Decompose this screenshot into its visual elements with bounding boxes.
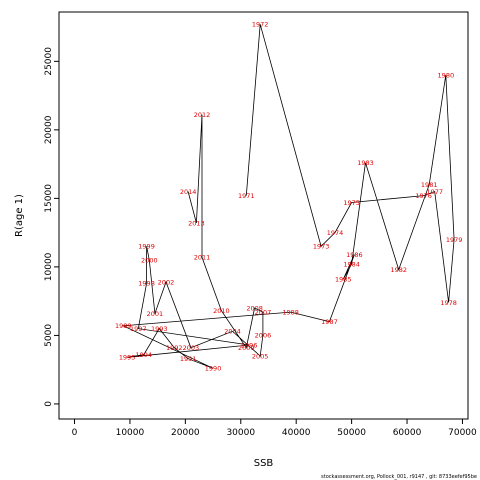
y-tick-label: 5000 xyxy=(44,324,54,347)
point-label-2011: 2011 xyxy=(194,254,211,262)
point-label-2009: 2009 xyxy=(238,344,255,352)
point-label-1973: 1973 xyxy=(313,243,330,251)
point-label-1992: 1992 xyxy=(166,344,183,352)
y-tick-label: 15000 xyxy=(44,184,54,213)
point-label-2008: 2008 xyxy=(246,304,263,312)
point-label-2012: 2012 xyxy=(194,111,211,119)
x-tick-label: 40000 xyxy=(282,428,311,438)
y-axis-title: R(age 1) xyxy=(14,194,25,237)
point-label-1988: 1988 xyxy=(282,308,299,316)
point-label-1989: 1989 xyxy=(115,322,132,330)
point-label-1999: 1999 xyxy=(138,243,155,251)
point-label-1972: 1972 xyxy=(252,21,269,29)
point-label-2007: 2007 xyxy=(255,308,272,316)
point-label-1991: 1991 xyxy=(180,355,197,363)
y-tick-label: 25000 xyxy=(44,47,54,76)
y-tick-label: 0 xyxy=(44,401,54,407)
x-tick-label: 20000 xyxy=(171,428,200,438)
y-tick-label: 10000 xyxy=(44,252,54,281)
point-label-2014: 2014 xyxy=(180,188,197,196)
x-tick-label: 60000 xyxy=(393,428,422,438)
point-label-1983: 1983 xyxy=(357,159,374,167)
point-label-1996: 1996 xyxy=(241,341,258,349)
point-label-2000: 2000 xyxy=(141,256,158,264)
point-label-1979: 1979 xyxy=(446,236,463,244)
x-tick-label: 50000 xyxy=(337,428,366,438)
point-label-1995: 1995 xyxy=(119,354,136,362)
point-label-1982: 1982 xyxy=(390,266,407,274)
point-label-1974: 1974 xyxy=(327,229,344,237)
x-axis-title: SSB xyxy=(254,458,274,469)
point-label-2001: 2001 xyxy=(147,310,164,318)
point-label-1990: 1990 xyxy=(205,365,222,373)
point-label-1994: 1994 xyxy=(136,351,153,359)
x-tick-label: 30000 xyxy=(226,428,255,438)
point-label-1971: 1971 xyxy=(238,192,255,200)
footer-caption: stockassessment.org, Pollock_001, r9147 … xyxy=(321,474,477,480)
point-label-1984: 1984 xyxy=(343,260,360,268)
point-label-2013: 2013 xyxy=(188,219,205,227)
point-label-2003: 2003 xyxy=(183,344,200,352)
axes-layer: 0 10000 20000 30000 40000 50000 60000 70000 0 500… xyxy=(44,47,477,438)
point-label-2005: 2005 xyxy=(252,352,269,360)
point-label-1980: 1980 xyxy=(438,71,455,79)
point-label-1975: 1975 xyxy=(343,199,360,207)
point-label-2006: 2006 xyxy=(255,332,272,340)
point-label-1977: 1977 xyxy=(426,188,443,196)
point-label-1986: 1986 xyxy=(346,251,363,259)
recruitment-series-line xyxy=(121,24,455,369)
point-label-1978: 1978 xyxy=(440,299,457,307)
x-tick-label: 70000 xyxy=(448,428,477,438)
point-label-1981: 1981 xyxy=(421,181,438,189)
point-label-2002: 2002 xyxy=(158,278,175,286)
plot-frame xyxy=(58,11,469,420)
x-tick-label: 0 xyxy=(72,428,78,438)
point-label-2004: 2004 xyxy=(224,328,241,336)
point-label-1997: 1997 xyxy=(130,325,147,333)
point-label-1987: 1987 xyxy=(321,318,338,326)
point-label-1985: 1985 xyxy=(335,276,352,284)
y-tick-label: 20000 xyxy=(44,115,54,144)
point-label-2010: 2010 xyxy=(213,307,230,315)
point-label-1998: 1998 xyxy=(138,280,155,288)
point-label-1976: 1976 xyxy=(415,192,432,200)
x-tick-label: 10000 xyxy=(116,428,145,438)
point-label-1993: 1993 xyxy=(151,325,168,333)
